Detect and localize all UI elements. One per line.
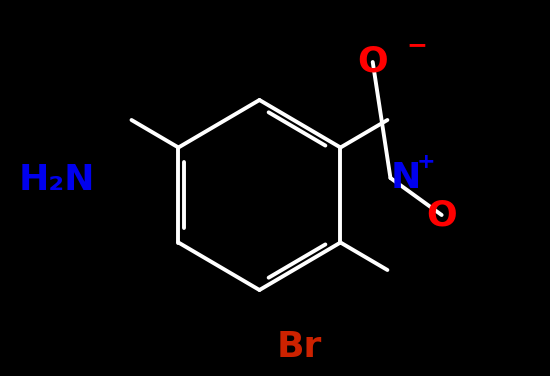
Text: H₂N: H₂N — [19, 163, 95, 197]
Text: O: O — [426, 198, 457, 232]
Text: +: + — [417, 152, 436, 172]
Text: N: N — [390, 161, 421, 195]
Text: O: O — [358, 45, 388, 79]
Text: −: − — [406, 33, 427, 57]
Text: Br: Br — [276, 330, 322, 364]
